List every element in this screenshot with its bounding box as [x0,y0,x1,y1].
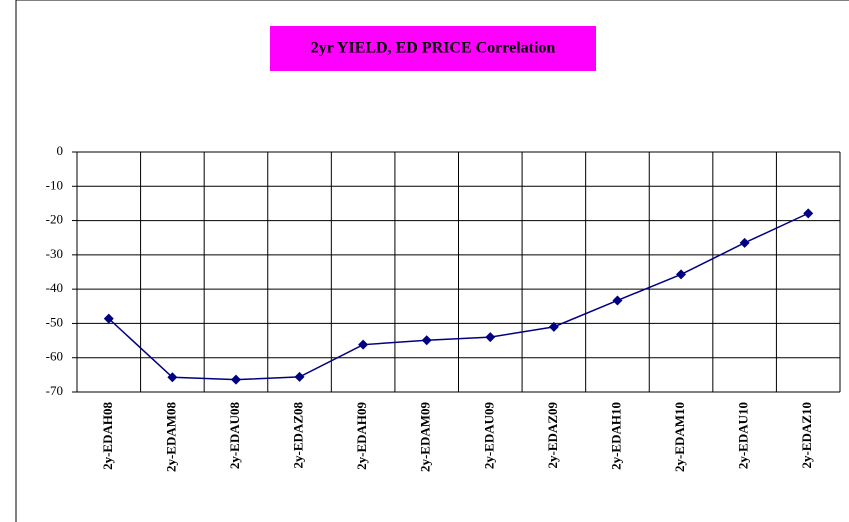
y-tick-label: -20 [46,212,63,227]
data-point [421,335,432,346]
x-tick-label: 2y-EDAU09 [481,402,496,470]
data-point [612,295,623,306]
x-tick-label: 2y-EDAU10 [736,402,751,469]
data-point [294,371,305,382]
y-tick-label: -40 [46,280,63,295]
y-tick-label: -70 [46,383,63,398]
x-tick-label: 2y-EDAM09 [418,402,433,473]
data-point [230,374,241,385]
x-tick-label: 2y-EDAH09 [354,402,369,470]
data-point [167,372,178,383]
data-line [108,212,809,381]
x-tick-label: 2y-EDAH08 [100,402,115,470]
x-tick-label: 2y-EDAM08 [163,402,178,473]
chart-border [15,0,849,522]
x-tick-label: 2y-EDAZ09 [545,402,560,469]
y-tick-label: 0 [57,143,64,158]
x-tick-label: 2y-EDAM10 [672,402,687,472]
data-point [803,208,814,219]
data-point [739,237,750,248]
y-tick-label: -10 [46,177,63,192]
y-tick-label: -60 [46,349,63,364]
title-box [270,26,596,71]
data-point [103,313,114,324]
y-tick-label: -30 [46,246,63,261]
data-point [358,339,369,350]
x-tick-label: 2y-EDAZ08 [291,402,306,469]
chart-title: 2yr YIELD, ED PRICE Correlation [311,40,556,57]
x-tick-label: 2y-EDAZ10 [799,402,814,468]
data-point [548,321,559,332]
x-tick-label: 2y-EDAH10 [608,402,623,470]
x-tick-label: 2y-EDAU08 [227,402,242,470]
data-point [676,269,687,280]
y-tick-label: -50 [46,314,63,329]
data-point [485,332,496,343]
